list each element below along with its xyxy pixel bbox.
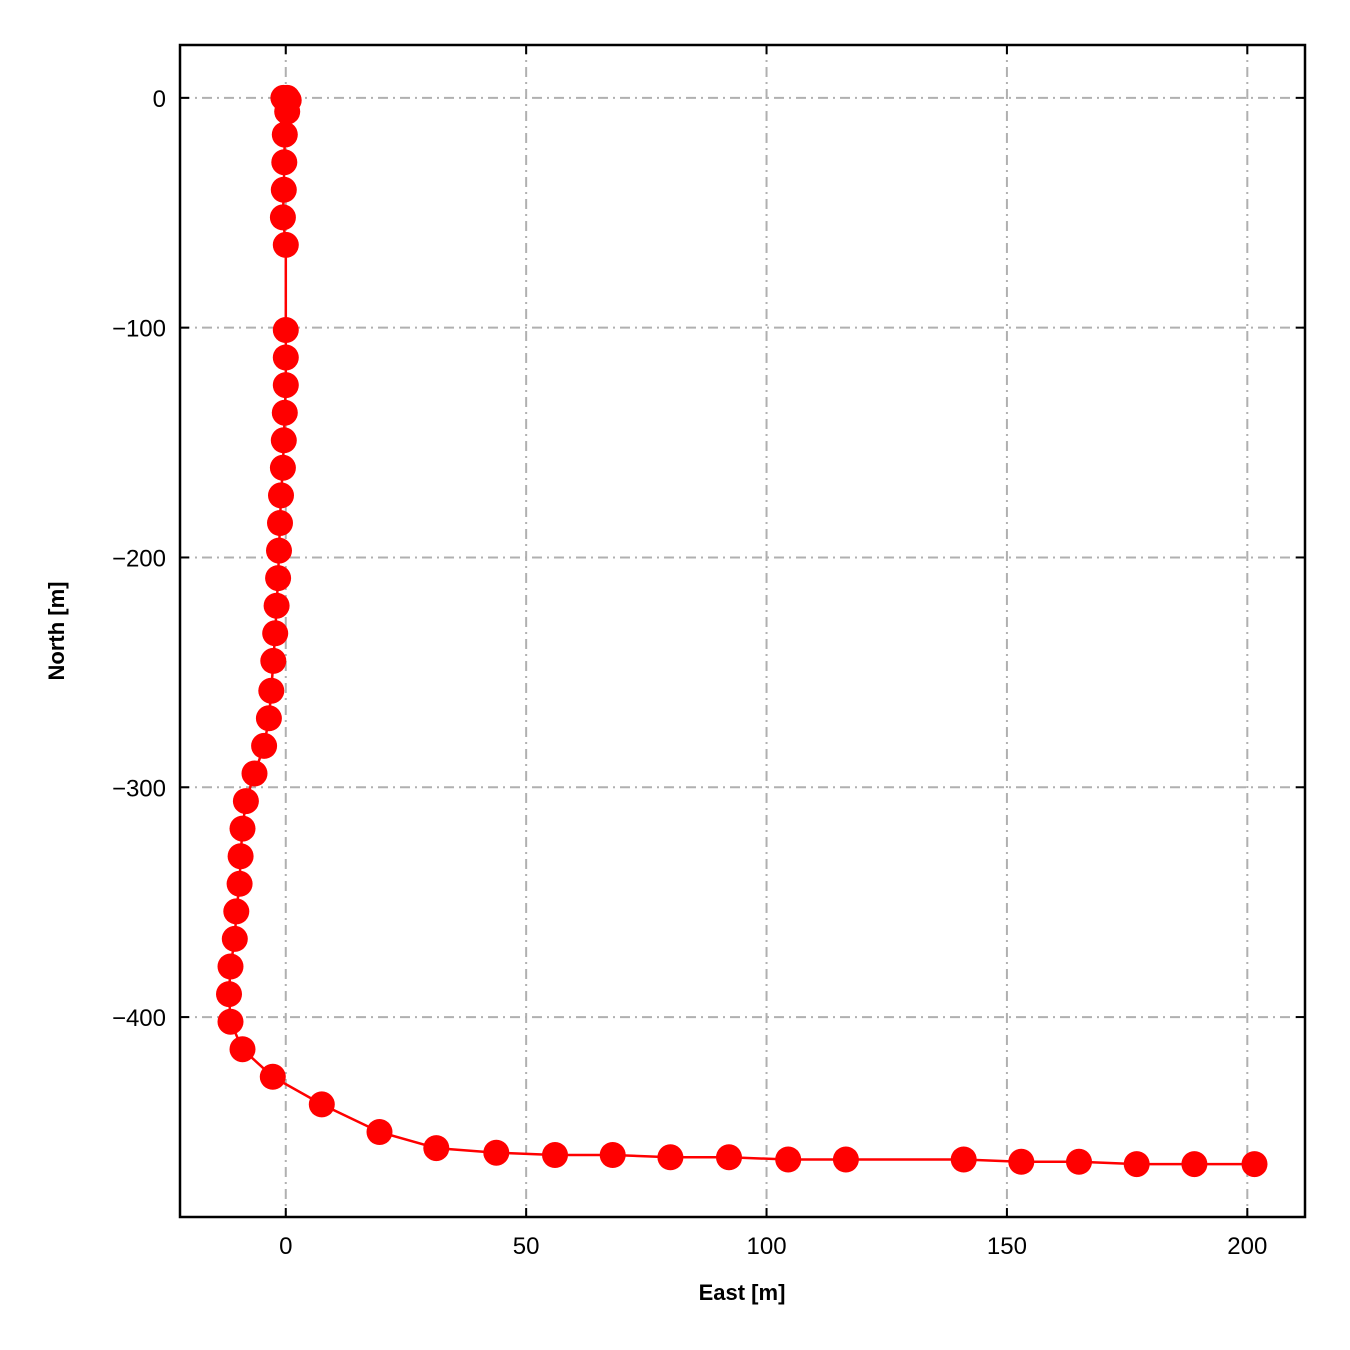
y-tick-label: −200 (112, 545, 166, 572)
trajectory-point (259, 1063, 286, 1090)
trajectory-point (274, 98, 301, 125)
trajectory-point (241, 760, 268, 787)
trajectory-point (483, 1139, 510, 1166)
x-tick-label: 100 (747, 1233, 787, 1260)
x-tick-label: 50 (513, 1233, 540, 1260)
trajectory-point (272, 231, 299, 258)
trajectory-point (950, 1146, 977, 1173)
trajectory-point (232, 788, 259, 815)
trajectory-point (217, 953, 244, 980)
trajectory-point (1123, 1151, 1150, 1178)
trajectory-point (266, 537, 292, 564)
trajectory-point (227, 843, 254, 870)
trajectory-point (265, 565, 292, 592)
trajectory-point (775, 1146, 802, 1173)
trajectory-point (271, 121, 298, 148)
trajectory-point (542, 1142, 568, 1168)
trajectory-point (272, 372, 299, 399)
trajectory-point (366, 1119, 393, 1145)
trajectory-point (268, 482, 294, 509)
trajectory-point (1181, 1151, 1208, 1178)
trajectory-point (271, 149, 298, 176)
y-tick-label: −400 (112, 1005, 166, 1032)
plot-frame (178, 43, 1307, 1219)
trajectory-point (1066, 1148, 1092, 1175)
plot-background (180, 45, 1305, 1217)
trajectory-point (832, 1146, 859, 1173)
x-tick-label: 150 (987, 1233, 1027, 1260)
trajectory-point (221, 925, 248, 952)
trajectory-point (1008, 1148, 1035, 1175)
trajectory-point (1241, 1151, 1268, 1178)
trajectory-point (217, 1008, 244, 1035)
trajectory-point (272, 317, 299, 343)
trajectory-point (251, 732, 278, 759)
trajectory-point (267, 510, 293, 536)
trajectory-point (258, 677, 285, 704)
y-axis-label: North [m] (44, 582, 69, 681)
trajectory-point (269, 454, 296, 481)
x-tick-label: 0 (279, 1233, 292, 1260)
x-axis-label: East [m] (699, 1280, 786, 1305)
trajectory-point (260, 647, 287, 674)
trajectory-point (270, 176, 297, 203)
ticks: 0 50 100 150 200 0 −100 −200 −300 −400 (112, 45, 1305, 1260)
trajectory-point (229, 815, 256, 842)
trajectory-point (599, 1142, 626, 1168)
trajectory-point (269, 204, 296, 231)
trajectory-point (226, 870, 253, 897)
x-tick-label: 200 (1227, 1233, 1267, 1260)
trajectory-point (423, 1135, 450, 1162)
grid (180, 45, 1305, 1217)
series-group (216, 84, 1268, 1178)
y-tick-label: 0 (153, 86, 166, 113)
trajectory-point (272, 344, 299, 371)
trajectory-point (657, 1144, 684, 1171)
trajectory-point (308, 1091, 335, 1118)
trajectory-point (270, 427, 297, 454)
trajectory-point (255, 705, 282, 732)
y-tick-label: −100 (112, 316, 166, 343)
trajectory-point (716, 1144, 742, 1171)
trajectory-point (223, 898, 250, 925)
trajectory-point (229, 1036, 256, 1063)
y-tick-label: −300 (112, 775, 166, 802)
trajectory-point (263, 592, 290, 619)
trajectory-point (271, 399, 298, 426)
trajectory-point (216, 981, 242, 1008)
trajectory-point (262, 620, 289, 647)
